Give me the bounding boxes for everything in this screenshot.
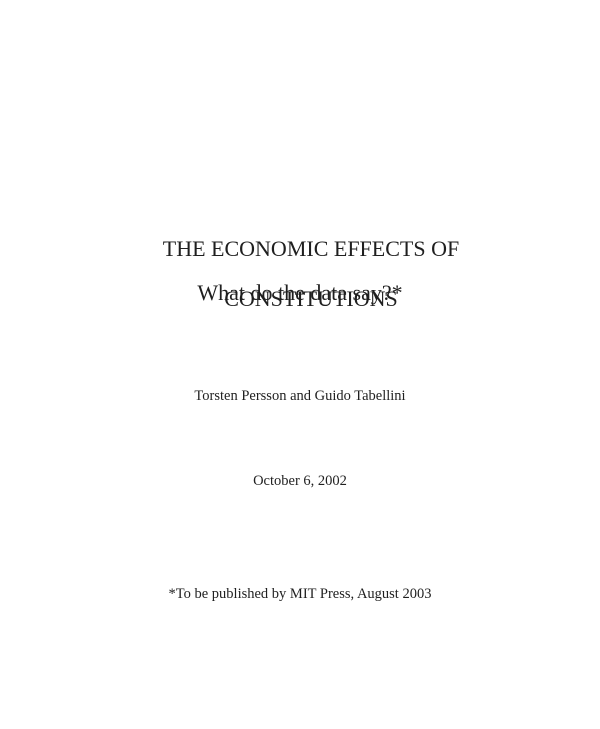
paper-subtitle: What do the data say?*	[197, 280, 403, 305]
paper-title-line-2: CONSTITUTIONS	[224, 286, 398, 311]
paper-footnote: *To be published by MIT Press, August 20…	[168, 586, 432, 602]
paper-title-line-1: THE ECONOMIC EFFECTS OF	[162, 236, 460, 261]
paper-date: October 6, 2002	[253, 473, 347, 489]
paper-title: THE ECONOMIC EFFECTS OF CONSTITUTIONS	[0, 211, 600, 336]
paper-authors: Torsten Persson and Guido Tabellini	[194, 388, 406, 404]
